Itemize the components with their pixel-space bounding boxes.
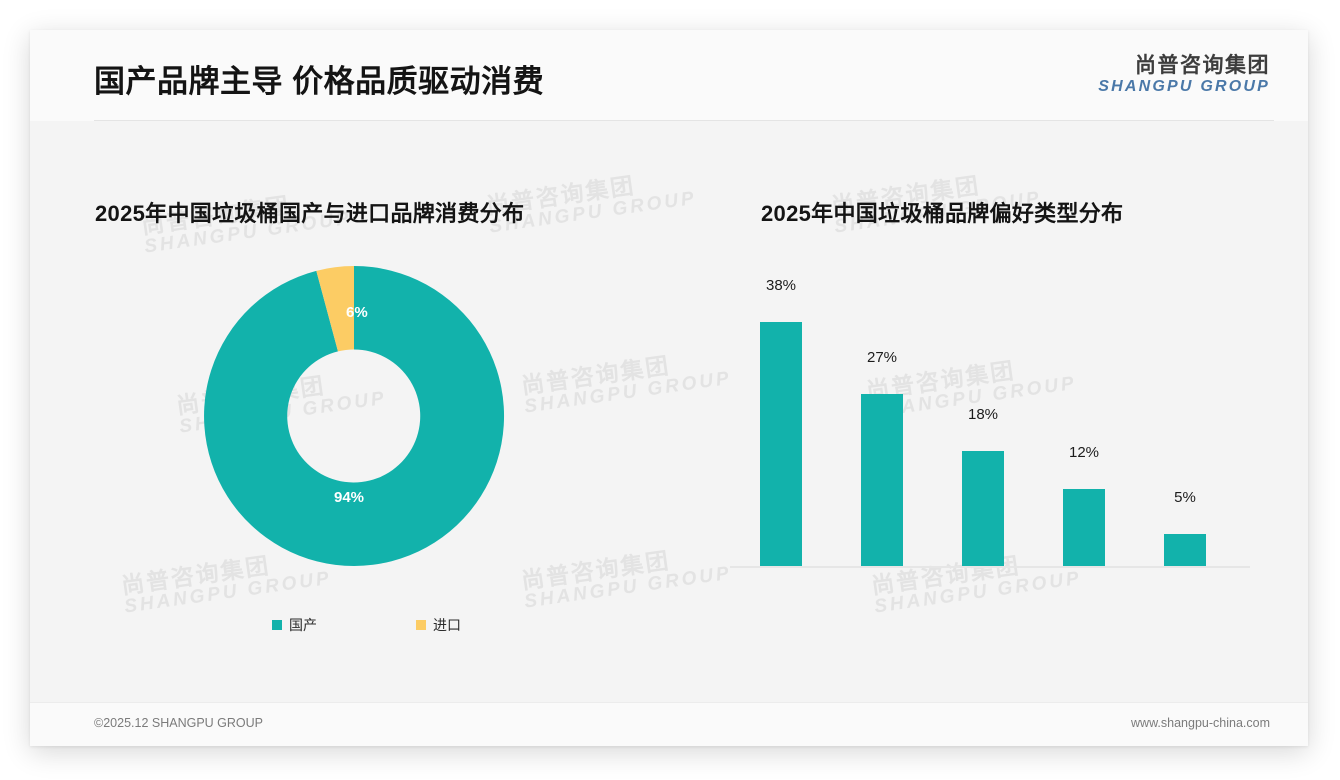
legend-label-imported: 进口 — [433, 617, 461, 633]
donut-chart-panel: 2025年中国垃圾桶国产与进口品牌消费分布 94% 6% 国产 — [30, 121, 669, 716]
slide-header: 国产品牌主导 价格品质驱动消费 尚普咨询集团 SHANGPU GROUP — [30, 30, 1308, 121]
bar-chart-panel: 2025年中国垃圾桶品牌偏好类型分布 38% 价格敏感型 27% 品质耐用型 1… — [669, 121, 1308, 716]
slide-footer: ©2025.12 SHANGPU GROUP www.shangpu-china… — [30, 702, 1308, 746]
bar-rect — [1063, 489, 1105, 566]
logo-en-text: SHANGPU GROUP — [1098, 78, 1270, 96]
bar-value-label: 27% — [866, 349, 898, 366]
bar-value-label: 18% — [967, 406, 999, 423]
logo-cn-text: 尚普咨询集团 — [1135, 54, 1270, 77]
bar-rect — [861, 394, 903, 566]
bar-rect — [962, 451, 1004, 566]
legend-item-domestic[interactable]: 国产 — [272, 615, 317, 635]
donut-slice-imported — [316, 266, 354, 352]
bar-chart-title: 2025年中国垃圾桶品牌偏好类型分布 — [761, 201, 1124, 226]
brand-logo: 尚普咨询集团 SHANGPU GROUP — [1098, 54, 1270, 97]
legend-item-imported[interactable]: 进口 — [416, 615, 461, 635]
donut-legend: 国产 进口 — [194, 615, 514, 639]
donut-chart-title: 2025年中国垃圾桶国产与进口品牌消费分布 — [95, 201, 525, 226]
bar-value-label: 38% — [765, 277, 797, 294]
donut-slice-domestic — [204, 266, 505, 566]
bar-axis-baseline — [730, 566, 1250, 568]
donut-svg — [204, 266, 505, 566]
copyright-text: ©2025.12 SHANGPU GROUP — [94, 716, 263, 730]
slide-body: 2025年中国垃圾桶国产与进口品牌消费分布 94% 6% 国产 — [30, 121, 1308, 716]
website-link[interactable]: www.shangpu-china.com — [1131, 716, 1270, 730]
legend-label-domestic: 国产 — [289, 617, 317, 633]
bar-rect — [1164, 534, 1206, 566]
bar-value-label: 12% — [1068, 444, 1100, 461]
slide-card: 尚普咨询集团 SHANGPU GROUP 尚普咨询集团 SHANGPU GROU… — [30, 30, 1308, 746]
donut-chart: 94% 6% — [194, 256, 514, 576]
bar-value-label: 5% — [1174, 489, 1196, 506]
legend-swatch-icon — [416, 620, 426, 630]
page-title: 国产品牌主导 价格品质驱动消费 — [94, 64, 545, 99]
bar-chart: 38% 价格敏感型 27% 品质耐用型 18% 设计美观型 12% — [730, 271, 1250, 568]
legend-swatch-icon — [272, 620, 282, 630]
bar-rect — [760, 322, 802, 566]
